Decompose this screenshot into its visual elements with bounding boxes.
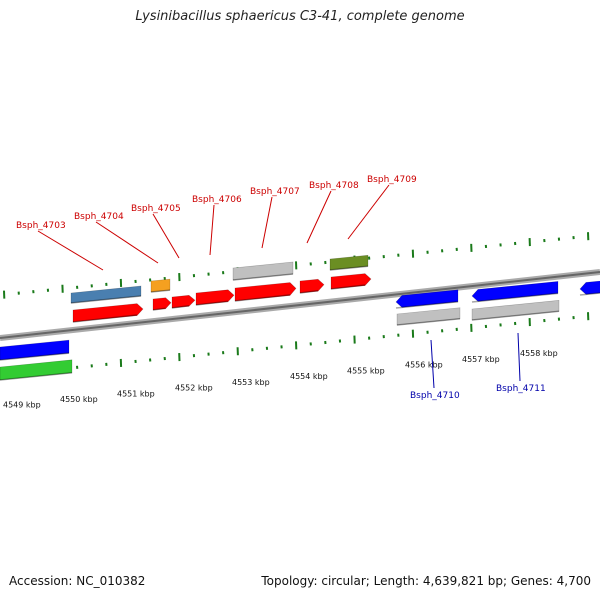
forward-cds	[72, 303, 144, 323]
forward-gene-label: Bsph_4708	[309, 181, 359, 191]
forward-label-leader	[347, 184, 390, 240]
kbp-label: 4551 kbp	[117, 389, 155, 398]
kbp-label: 4550 kbp	[60, 395, 98, 404]
forward-cds	[152, 297, 172, 311]
gene-bar-orange-edge	[150, 289, 171, 293]
reverse-cds-edge	[471, 292, 559, 303]
kbp-label: 4554 kbp	[290, 372, 328, 381]
gene-bar-olive-edge	[329, 265, 369, 271]
reverse-cds-edge	[0, 352, 70, 361]
forward-cds	[195, 289, 235, 306]
gene-features	[0, 254, 600, 381]
gene-bar-gray-reverse	[471, 299, 560, 321]
forward-cds	[330, 273, 372, 290]
reverse-cds	[0, 339, 70, 361]
forward-cds-edge	[234, 294, 291, 302]
gene-bar-steelblue	[70, 285, 142, 304]
kbp-label: 4549 kbp	[3, 401, 41, 410]
kbp-label: 4556 kbp	[405, 361, 443, 370]
kbp-label: 4553 kbp	[232, 378, 270, 387]
forward-cds	[299, 278, 325, 294]
forward-cds	[234, 282, 297, 302]
gene-bar-olive	[329, 254, 369, 271]
forward-cds-edge	[299, 289, 319, 294]
forward-cds-edge	[330, 284, 366, 290]
backbone-core	[0, 271, 600, 339]
reverse-cds-edge	[395, 301, 459, 309]
reverse-label-leader	[430, 339, 435, 389]
forward-cds	[171, 294, 196, 309]
gene-bar-gray	[232, 261, 294, 281]
gene-labels: Bsph_4703 Bsph_4704 Bsph_4705 Bsph_4706 Bsph…	[16, 175, 546, 401]
gene-bar-green-edge	[0, 372, 73, 381]
reverse-gene-label: Bsph_4711	[496, 384, 546, 394]
forward-label-leader	[261, 196, 273, 249]
forward-gene-label: Bsph_4706	[192, 195, 242, 205]
accession-text: Accession: NC_010382	[9, 574, 146, 588]
reverse-cds-edge	[579, 292, 600, 296]
forward-gene-label: Bsph_4707	[250, 187, 300, 197]
reverse-gene-label: Bsph_4710	[410, 391, 460, 401]
gene-bar-gray-reverse-edge	[396, 317, 461, 326]
forward-label-leader	[209, 204, 215, 256]
reverse-cds	[395, 289, 459, 308]
forward-gene-label: Bsph_4709	[367, 175, 417, 185]
kbp-label: 4557 kbp	[462, 355, 500, 364]
forward-gene-label: Bsph_4704	[74, 212, 124, 222]
forward-cds-edge	[152, 307, 166, 311]
forward-label-leader	[306, 190, 332, 244]
gene-bar-gray-edge	[232, 273, 294, 281]
gene-bar-steelblue-edge	[70, 295, 142, 304]
forward-cds-edge	[171, 304, 190, 309]
reverse-label-leader	[517, 332, 521, 382]
gene-bar-green	[0, 359, 73, 381]
gene-bar-gray-reverse	[396, 307, 461, 326]
kbp-label: 4555 kbp	[347, 366, 385, 375]
map-title: Lysinibacillus sphaericus C3-41, complet…	[135, 9, 465, 24]
genome-backbone	[0, 269, 600, 341]
forward-cds-edge	[195, 300, 229, 306]
kbp-label: 4558 kbp	[520, 349, 558, 358]
forward-cds-edge	[72, 314, 138, 323]
forward-label-leader	[37, 230, 104, 271]
forward-label-leader	[95, 221, 159, 264]
reverse-cds	[471, 281, 559, 302]
forward-gene-label: Bsph_4703	[16, 221, 66, 231]
gene-bar-orange	[150, 278, 171, 293]
forward-label-leader	[152, 213, 180, 259]
forward-gene-label: Bsph_4705	[131, 204, 181, 214]
genome-summary-text: Topology: circular; Length: 4,639,821 bp…	[261, 574, 591, 588]
reverse-cds	[579, 280, 600, 295]
gene-bar-gray-reverse-edge	[471, 310, 560, 321]
kbp-label: 4552 kbp	[175, 384, 213, 393]
